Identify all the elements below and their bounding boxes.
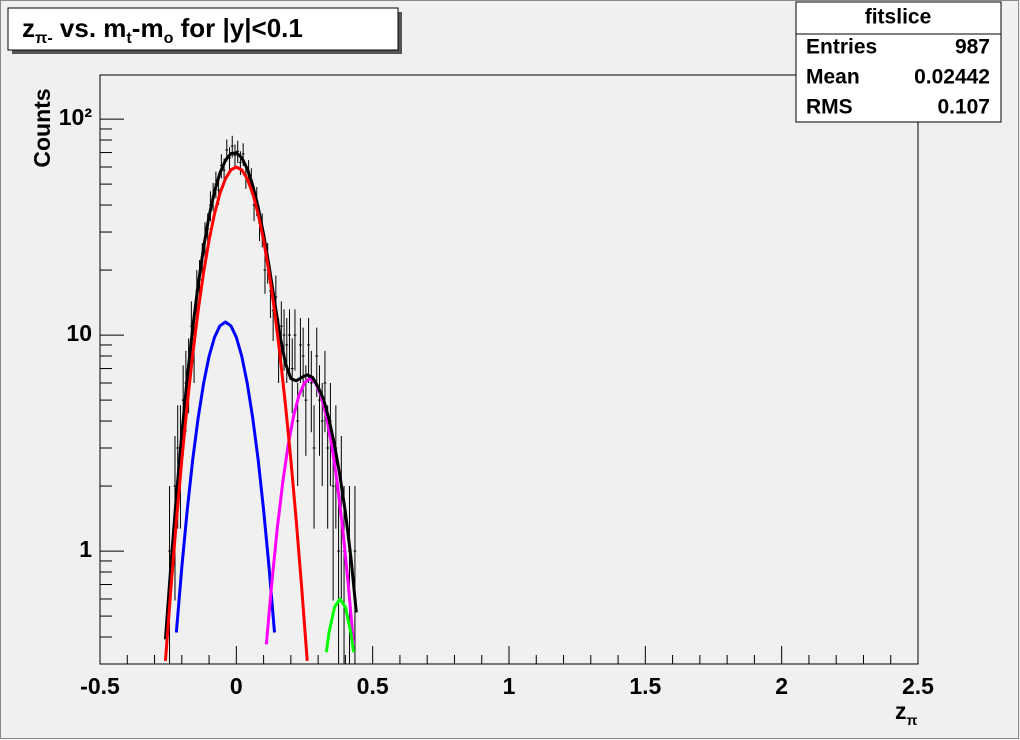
title-part: vs. m <box>53 13 127 43</box>
y-axis-label: Counts <box>29 88 55 167</box>
data-point <box>307 317 310 383</box>
fit-curve <box>163 165 309 662</box>
x-tick-label: 0 <box>230 673 243 699</box>
stats-value: 987 <box>955 36 990 59</box>
title-part: -m <box>132 13 164 43</box>
title-part: z <box>22 13 35 43</box>
data-point <box>309 350 313 433</box>
stats-title: fitslice <box>865 6 932 29</box>
data-point <box>290 338 294 414</box>
data-point <box>323 350 327 433</box>
stats-value: 0.107 <box>937 96 990 119</box>
chart-title: zπ- vs. mt-mo for |y|<0.1 <box>22 13 303 47</box>
data-point <box>337 486 340 664</box>
x-axis-label: zπ <box>895 698 918 729</box>
x-label-part: z <box>895 698 907 724</box>
y-tick-label: 1 <box>79 536 92 562</box>
title-part: π- <box>35 29 53 47</box>
fit-curve <box>174 320 277 633</box>
title-part: o <box>164 29 174 47</box>
x-label-part: π <box>907 713 918 729</box>
stats-label: RMS <box>806 96 853 119</box>
data-point <box>293 309 297 371</box>
title-part: for |y|<0.1 <box>173 13 302 43</box>
plot-frame <box>99 74 919 665</box>
y-tick-label: 10² <box>59 104 93 130</box>
stats-value: 0.02442 <box>914 66 990 89</box>
x-tick-label: 0.5 <box>357 673 389 699</box>
data-point <box>263 251 267 294</box>
data-point <box>288 309 291 371</box>
title-box <box>7 7 399 51</box>
x-tick-label: 2.5 <box>902 673 934 699</box>
data-point <box>236 140 240 164</box>
stats-label: Mean <box>806 66 860 89</box>
fit-curve <box>264 376 356 645</box>
x-tick-label: 1.5 <box>629 673 661 699</box>
x-tick-label: 2 <box>775 673 788 699</box>
y-tick-label: 10 <box>66 320 92 346</box>
data-point <box>312 405 316 529</box>
title-part: t <box>126 29 132 47</box>
stats-label: Entries <box>806 36 877 59</box>
x-tick-label: 1 <box>503 673 516 699</box>
data-point <box>353 486 357 664</box>
data-point <box>318 365 321 456</box>
stats-frame <box>795 1 1002 123</box>
data-point <box>299 317 302 383</box>
data-point <box>233 144 237 168</box>
data-point <box>285 317 289 383</box>
stats-box: fitslice Entries 987 Mean 0.02442 RMS 0.107 <box>795 1 1002 123</box>
x-tick-label: -0.5 <box>80 673 120 699</box>
fit-curve <box>324 597 356 653</box>
